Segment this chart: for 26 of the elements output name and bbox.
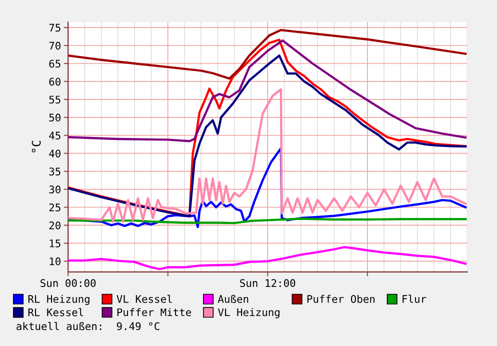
legend-label: RL Kessel (28, 308, 84, 316)
y-tick-label: 50 (49, 114, 60, 122)
y-tick-label: 55 (49, 96, 60, 104)
y-tick-label: 20 (49, 221, 60, 230)
legend-label: Außen (218, 294, 248, 303)
text: aktuell außen: 9.49 °C (16, 322, 160, 330)
legend-label: Puffer Mitte (117, 308, 192, 316)
y-tick-label: 35 (49, 168, 60, 176)
y-tick-label: 70 (49, 42, 60, 50)
legend-label: VL Heizung (218, 308, 280, 318)
y-tick-label: 40 (49, 150, 60, 158)
y-tick-label: 65 (49, 60, 60, 68)
legend-label: Puffer Oben (307, 294, 375, 303)
y-tick-label: 45 (49, 132, 60, 140)
y-tick-label: 75 (49, 24, 60, 32)
legend-label: VL Kessel (116, 294, 172, 303)
y-tick-label: 60 (49, 78, 60, 86)
y-tick-label: 15 (50, 240, 60, 248)
y-tick-label: 10 (50, 257, 60, 266)
y-tick-label: 30 (49, 186, 60, 194)
legend-label: RL Heizung (28, 294, 90, 306)
x-tick-label: Sun 00:00 (40, 279, 96, 288)
y-axis-title: °C (32, 140, 41, 152)
legend-label: Flur (402, 294, 426, 303)
x-tick-label: Sun 12:00 (240, 279, 296, 288)
y-tick-label: 25 (49, 204, 60, 212)
